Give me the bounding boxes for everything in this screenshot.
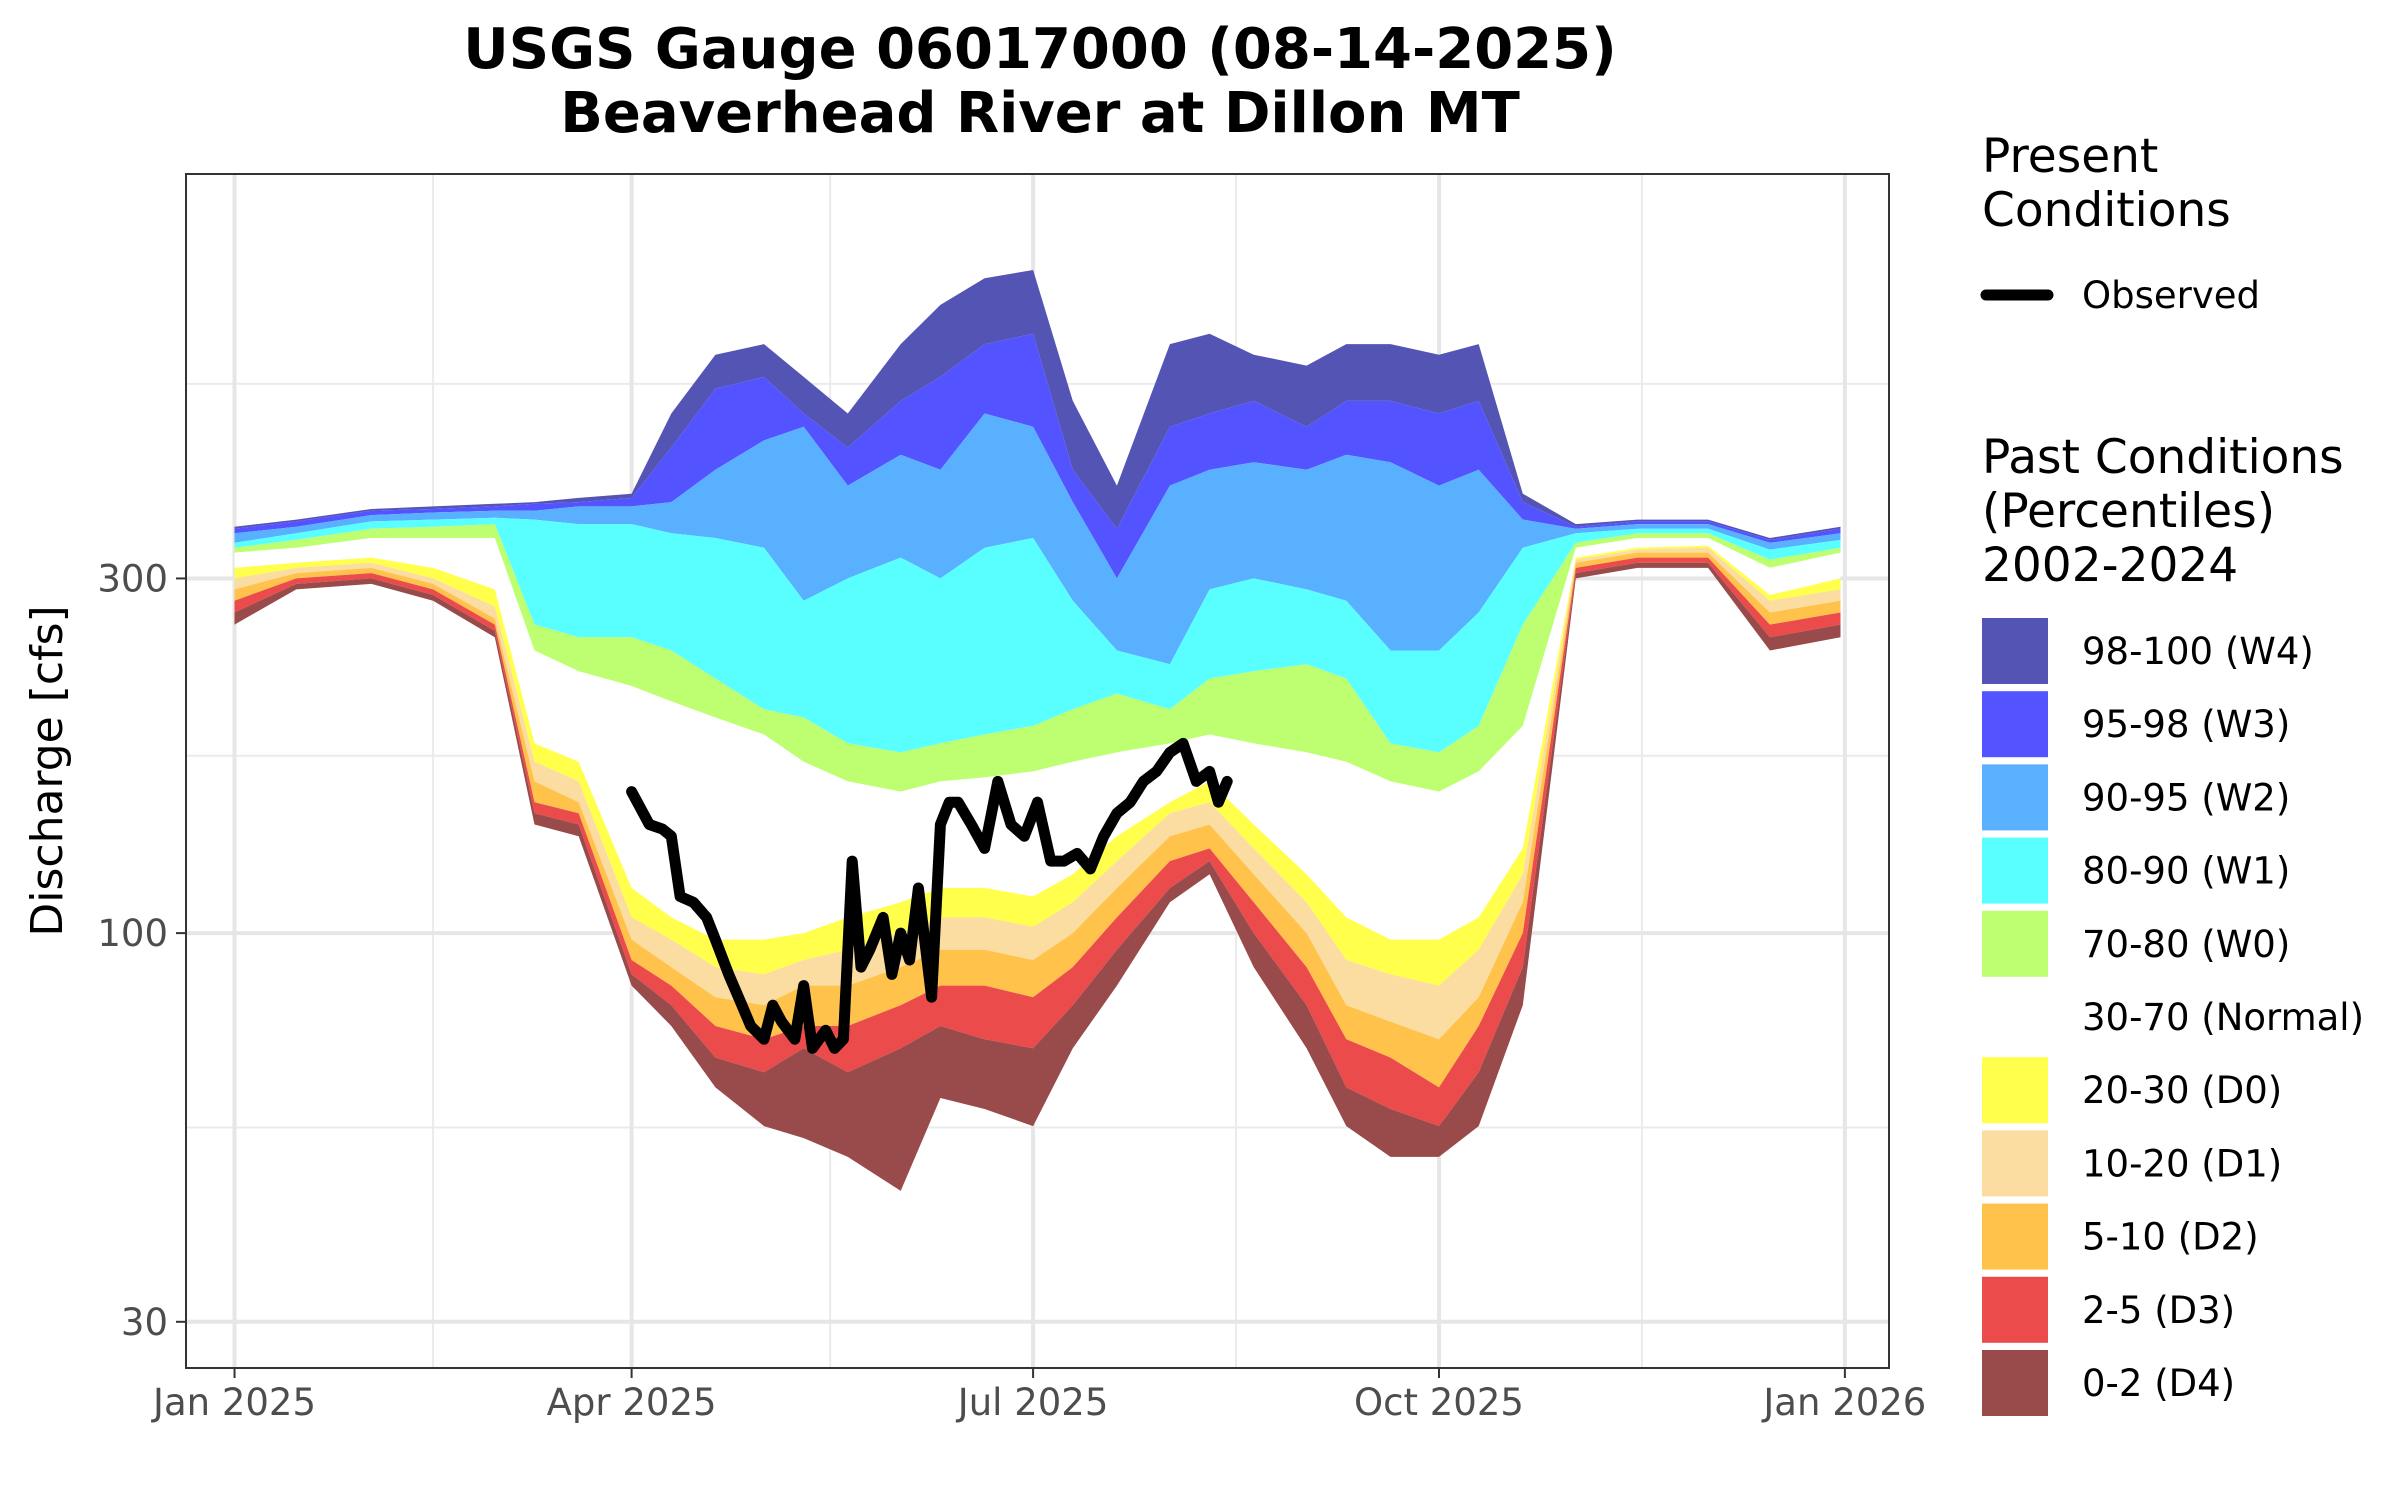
legend-swatch — [1982, 984, 2048, 1050]
band-0-2-d4 — [234, 562, 1841, 1191]
legend-swatch — [1982, 691, 2048, 758]
legend-swatch — [1982, 1350, 2048, 1416]
legend-swatch — [1982, 837, 2048, 904]
legend-label: 30-70 (Normal) — [2082, 996, 2364, 1039]
band-10-20-d1 — [234, 547, 1841, 1040]
band-98-100-w4 — [234, 270, 1841, 540]
legend-present-title: Present — [1982, 129, 2158, 184]
legend-swatch — [1982, 618, 2048, 684]
legend-past-title: Past Conditions — [1982, 430, 2344, 485]
y-tick-label: 300 — [97, 557, 168, 600]
chart-subtitle: Beaverhead River at Dillon MT — [560, 81, 1520, 146]
legend-swatch — [1982, 1276, 2048, 1343]
band-95-98-w3 — [234, 333, 1841, 579]
band-30-70-normal — [234, 538, 1841, 940]
band-2-5-d3 — [234, 557, 1841, 1127]
band-70-80-w0 — [234, 524, 1841, 792]
x-tick-label: Jul 2025 — [956, 1381, 1109, 1424]
x-tick-label: Apr 2025 — [547, 1381, 717, 1424]
legend-label: 2-5 (D3) — [2082, 1289, 2235, 1332]
chart-title: USGS Gauge 06017000 (08-14-2025) — [463, 17, 1616, 82]
legend-label: 70-80 (W0) — [2082, 923, 2290, 966]
y-tick-label: 100 — [97, 912, 168, 955]
legend-swatch — [1982, 1057, 2048, 1124]
legend-present-title: Conditions — [1982, 183, 2231, 238]
legend-label: 10-20 (D1) — [2082, 1142, 2282, 1185]
legend-swatch — [1982, 1130, 2048, 1197]
band-5-10-d2 — [234, 552, 1841, 1088]
y-axis: 30 100 300 — [97, 557, 186, 1344]
percentile-bands — [234, 270, 1841, 1191]
legend-label: 98-100 (W4) — [2082, 630, 2314, 673]
x-axis: Jan 2025 Apr 2025 Jul 2025 Oct 2025 Jan 2026 — [151, 1368, 1926, 1424]
observed-series — [626, 737, 1233, 1054]
band-90-95-w2 — [234, 413, 1841, 665]
legend-past-title: 2002-2024 — [1982, 538, 2238, 593]
legend-swatch — [1982, 910, 2048, 977]
band-20-30-d0 — [234, 545, 1841, 986]
legend-swatch — [1982, 1203, 2048, 1270]
legend-past-title: (Percentiles) — [1982, 484, 2275, 539]
legend-label: 0-2 (D4) — [2082, 1362, 2235, 1405]
band-80-90-w1 — [234, 517, 1841, 753]
y-axis-title: Discharge [cfs] — [22, 605, 73, 936]
legend-label: 90-95 (W2) — [2082, 776, 2290, 819]
y-tick-label: 30 — [121, 1301, 168, 1344]
observed-line — [626, 737, 1233, 1054]
x-tick-label: Jan 2025 — [151, 1381, 316, 1424]
legend-observed-label: Observed — [2082, 274, 2260, 317]
x-tick-label: Jan 2026 — [1761, 1381, 1926, 1424]
legend-label: 95-98 (W3) — [2082, 703, 2290, 746]
legend-label: 5-10 (D2) — [2082, 1216, 2259, 1259]
plot-border — [185, 173, 1890, 1369]
legend-label: 20-30 (D0) — [2082, 1069, 2282, 1112]
x-tick-label: Oct 2025 — [1354, 1381, 1524, 1424]
legend-swatch — [1982, 764, 2048, 831]
legend-label: 80-90 (W1) — [2082, 850, 2290, 893]
